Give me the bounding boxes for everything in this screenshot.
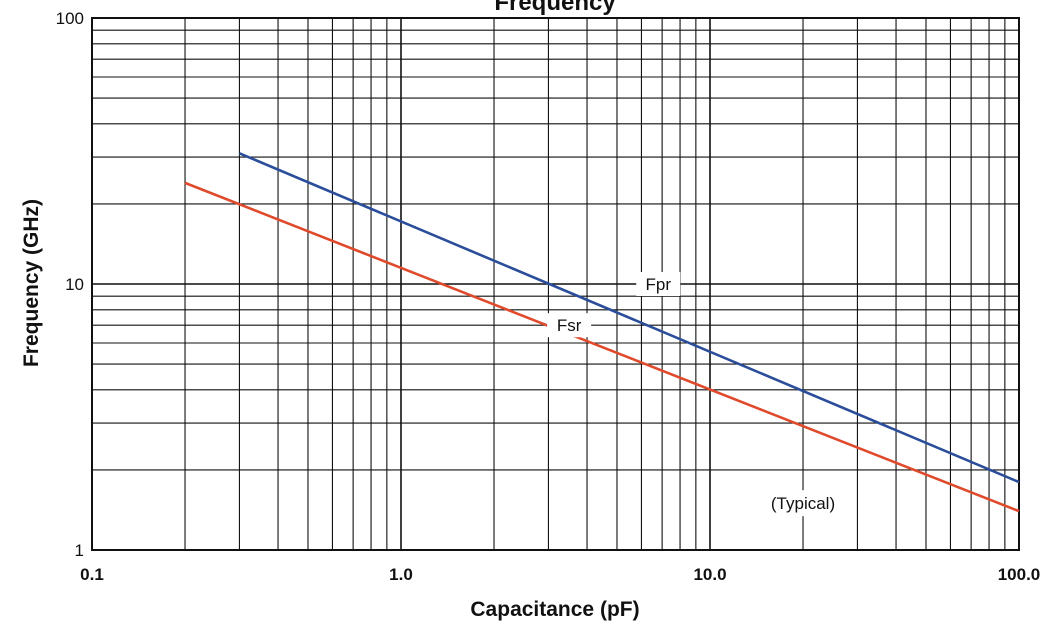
grid: [92, 18, 1019, 550]
annotation-bg: [757, 490, 850, 517]
y-tick-label: 10: [65, 275, 84, 294]
x-tick-label: 100.0: [998, 565, 1041, 584]
x-axis-title: Capacitance (pF): [470, 598, 639, 621]
y-tick-labels: 1 10 100: [56, 9, 84, 560]
x-tick-label: 0.1: [80, 565, 104, 584]
x-tick-labels: 0.1 1.0 10.0 100.0: [80, 565, 1040, 584]
y-axis-title: Frequency (GHz): [20, 199, 43, 367]
plot-frame: [91, 17, 1020, 551]
series-lines: [184, 152, 1020, 513]
plot-border: [91, 17, 1020, 551]
series-line-fpr: [238, 152, 1020, 484]
series-labels: Fpr Fsr (Typical): [547, 272, 850, 517]
annotation-typical: (Typical): [771, 494, 835, 513]
x-tick-label: 1.0: [389, 565, 413, 584]
series-label-fsr: Fsr: [557, 316, 582, 335]
chart-title: Frequency: [494, 0, 616, 16]
series-label-bg: [547, 313, 592, 338]
x-tick-label: 10.0: [693, 565, 726, 584]
y-tick-label: 1: [75, 541, 84, 560]
y-tick-label: 100: [56, 9, 84, 28]
series-label-bg: [636, 272, 681, 296]
series-label-fpr: Fpr: [645, 275, 671, 294]
series-line-fsr: [184, 181, 1020, 513]
